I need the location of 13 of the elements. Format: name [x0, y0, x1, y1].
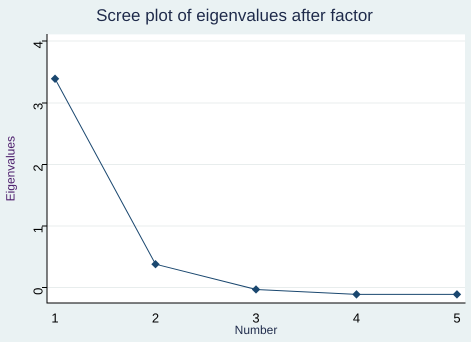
- y-tick-label: 1: [30, 226, 46, 234]
- chart-title: Scree plot of eigenvalues after factor: [96, 6, 374, 25]
- x-tick-label: 1: [51, 310, 59, 326]
- y-axis-title: Eigenvalues: [4, 136, 18, 202]
- x-axis-title: Number: [234, 323, 278, 338]
- y-tick-label: 3: [30, 102, 46, 110]
- x-tick-label: 3: [252, 310, 260, 326]
- x-tick-label: 5: [453, 310, 461, 326]
- y-tick-label: 0: [30, 288, 46, 295]
- y-tick-label: 4: [30, 41, 46, 48]
- y-tick-label: 2: [30, 164, 46, 172]
- x-tick-label: 2: [152, 310, 160, 326]
- x-tick-label: 4: [352, 310, 360, 326]
